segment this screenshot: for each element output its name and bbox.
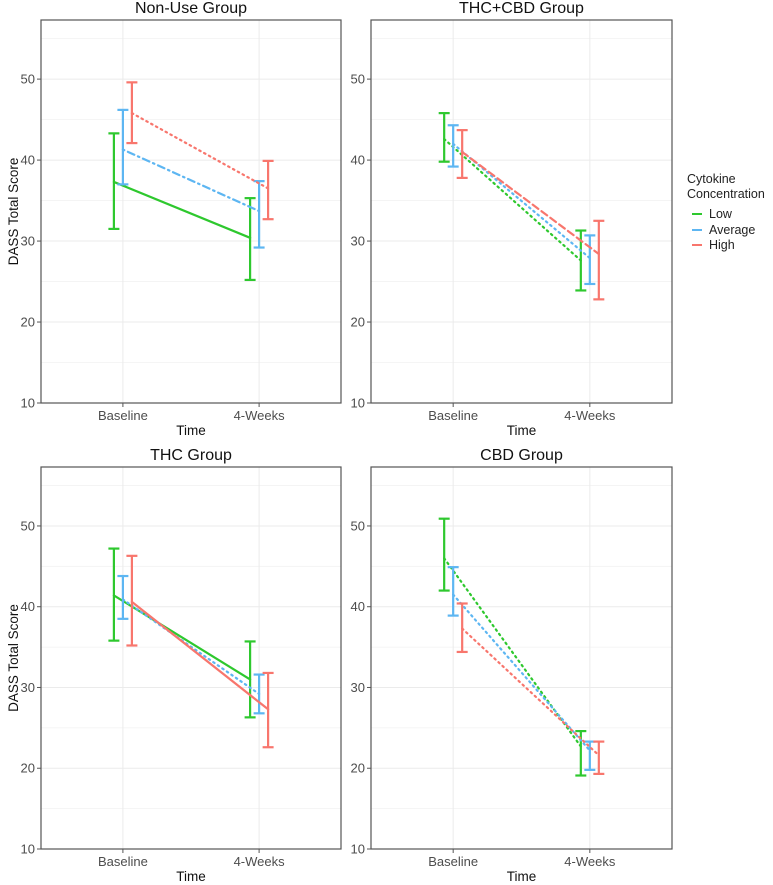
x-tick-label: Baseline [428, 854, 478, 869]
mean-line [443, 137, 582, 262]
x-axis-label: Time [507, 423, 537, 438]
mean-line [130, 112, 270, 190]
series-high [456, 602, 605, 775]
mean-line [121, 148, 261, 213]
y-axis-label: DASS Total Score [6, 158, 21, 266]
x-axis-label: Time [176, 423, 206, 438]
series-high [126, 81, 274, 221]
panel-title: THC Group [150, 447, 232, 464]
y-tick-label: 10 [21, 396, 35, 411]
panel-border [370, 19, 673, 404]
y-tick-label: 50 [21, 518, 35, 533]
y-tick-label: 10 [351, 396, 365, 411]
mean-line [112, 594, 252, 681]
series-high [126, 554, 274, 749]
legend: Cytokine Concentration Low Average High [687, 172, 765, 252]
mean-line [112, 180, 252, 239]
series-average [447, 566, 596, 771]
mean-line [461, 150, 600, 256]
mean-line [130, 600, 270, 711]
series-average [447, 124, 596, 286]
mean-line [461, 627, 600, 757]
y-axis-label: DASS Total Score [6, 604, 21, 712]
x-tick-label: 4-Weeks [234, 854, 286, 869]
y-tick-label: 30 [21, 680, 35, 695]
series-low [108, 132, 256, 282]
series-low [438, 112, 587, 292]
y-tick-label: 40 [351, 153, 365, 168]
series-average [117, 108, 265, 249]
y-tick-label: 20 [21, 761, 35, 776]
y-tick-label: 40 [21, 599, 35, 614]
y-tick-label: 20 [351, 315, 365, 330]
y-tick-label: 40 [21, 153, 35, 168]
panel-thc-group: 10 20 30 40 50 Baseline 4-Weeks Time THC Group DA… [6, 447, 342, 884]
mean-line [452, 593, 591, 752]
legend-label-average: Average [709, 223, 755, 237]
legend-title-line2: Concentration [687, 187, 765, 201]
x-tick-label: 4-Weeks [234, 408, 286, 423]
y-tick-label: 50 [351, 72, 365, 87]
y-tick-label: 20 [21, 315, 35, 330]
y-tick-label: 30 [351, 234, 365, 249]
x-tick-label: 4-Weeks [564, 854, 616, 869]
y-tick-label: 20 [351, 761, 365, 776]
panel-cbd-group: 10 20 30 40 50 Baseline 4-Weeks Time CBD Group [351, 447, 673, 884]
series-average [117, 574, 265, 715]
x-tick-label: 4-Weeks [564, 408, 616, 423]
y-tick-label: 10 [21, 842, 35, 857]
y-tick-label: 50 [21, 72, 35, 87]
mean-line [121, 598, 261, 696]
y-tick-label: 10 [351, 842, 365, 857]
legend-label-high: High [709, 238, 735, 252]
panel-border [370, 466, 673, 850]
panel-title: THC+CBD Group [459, 0, 584, 17]
panel-border [40, 19, 342, 404]
y-tick-label: 30 [21, 234, 35, 249]
panel-border [40, 466, 342, 850]
y-tick-label: 50 [351, 518, 365, 533]
panel-thc-cbd-group: 10 20 30 40 50 Baseline 4-Weeks Time THC+CBD Gro… [351, 0, 673, 438]
x-axis-label: Time [507, 869, 537, 884]
y-tick-label: 40 [351, 599, 365, 614]
legend-label-low: Low [709, 207, 733, 221]
legend-title-line1: Cytokine [687, 172, 736, 186]
series-low [108, 547, 256, 719]
x-tick-label: Baseline [98, 854, 148, 869]
x-axis-label: Time [176, 869, 206, 884]
panel-title: Non-Use Group [135, 0, 247, 17]
panel-non-use-group: 10 20 30 40 50 Baseline 4-Weeks Time Non-Use Gro… [6, 0, 342, 438]
series-high [456, 129, 605, 301]
panel-title: CBD Group [480, 447, 563, 464]
x-tick-label: Baseline [98, 408, 148, 423]
x-tick-label: Baseline [428, 408, 478, 423]
y-tick-label: 30 [351, 680, 365, 695]
